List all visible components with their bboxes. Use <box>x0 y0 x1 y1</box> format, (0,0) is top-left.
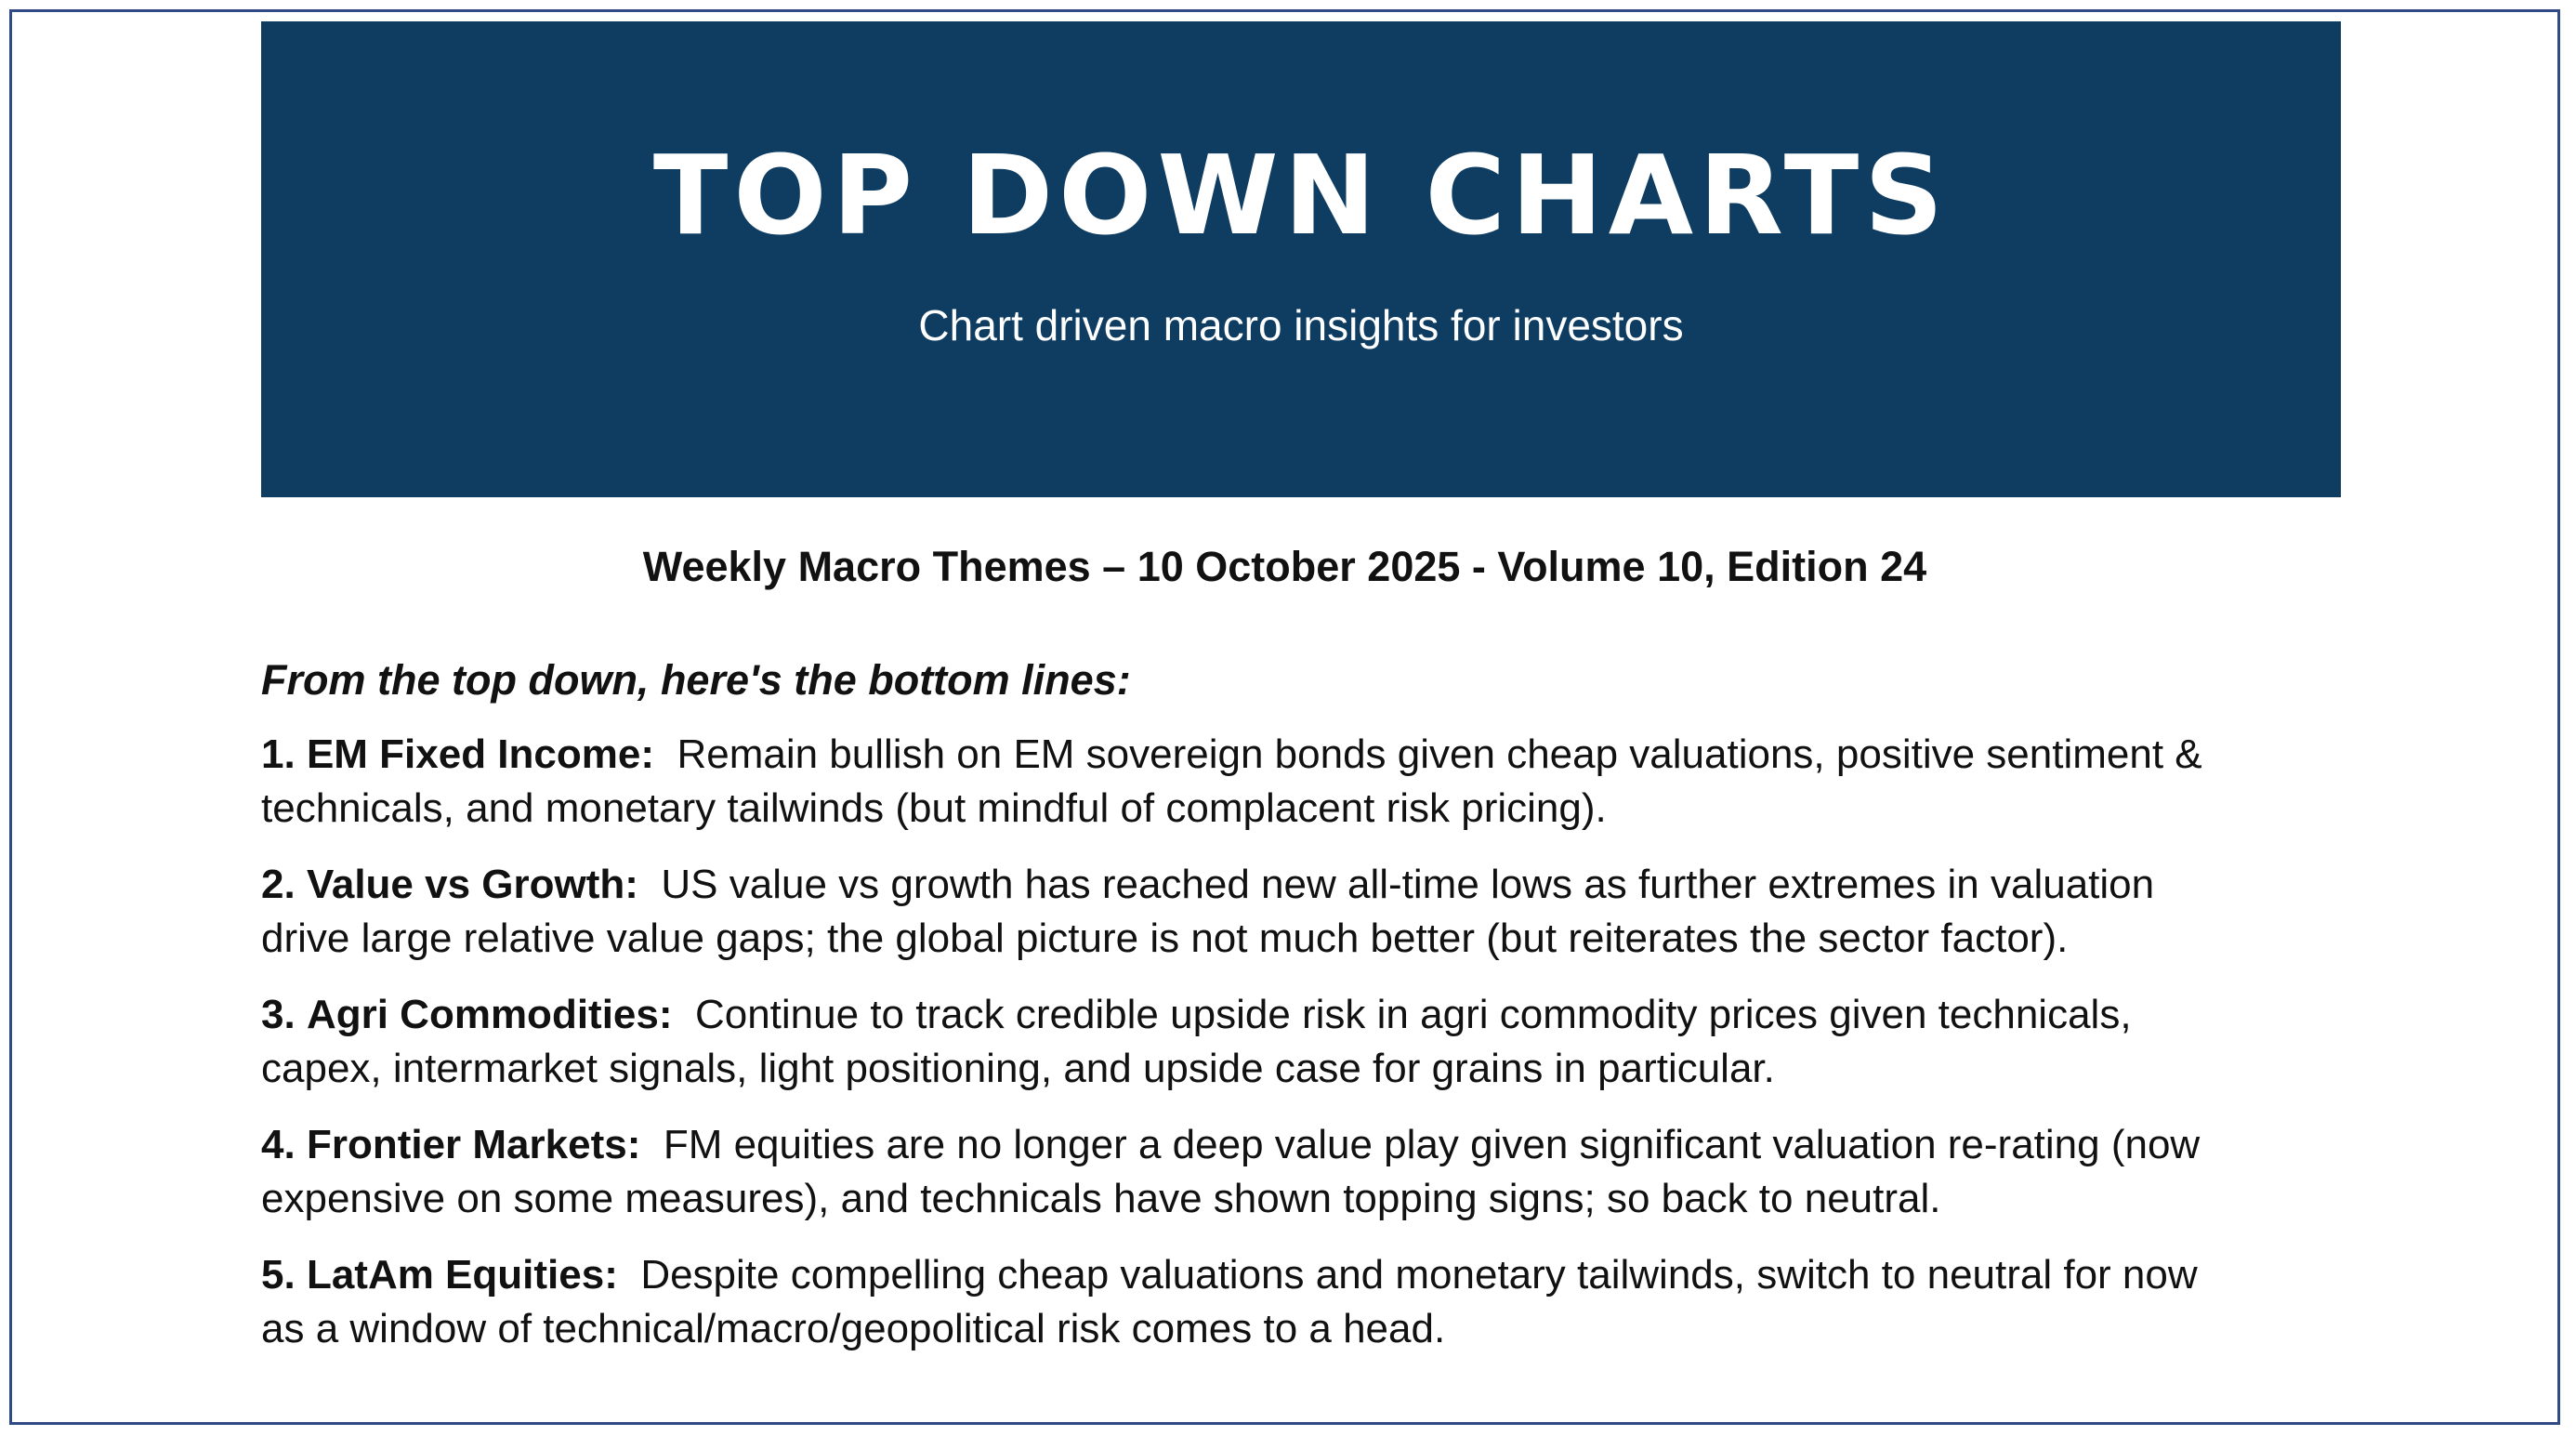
header-banner: TOP DOWN CHARTS Chart driven macro insig… <box>261 21 2341 497</box>
theme-number: 3. <box>261 992 296 1037</box>
theme-line-1: 4. Frontier Markets: FM equities are no … <box>261 1118 2399 1172</box>
theme-text: as a window of technical/macro/geopoliti… <box>261 1306 1446 1351</box>
theme-text: expensive on some measures), and technic… <box>261 1176 1941 1221</box>
theme-number: 2. <box>261 862 296 907</box>
theme-item: 1. EM Fixed Income: Remain bullish on EM… <box>261 728 2399 836</box>
themes-content: From the top down, here's the bottom lin… <box>261 653 2399 1378</box>
theme-item: 3. Agri Commodities: Continue to track c… <box>261 988 2399 1096</box>
edition-heading: Weekly Macro Themes – 10 October 2025 - … <box>642 543 1927 590</box>
theme-text: technicals, and monetary tailwinds (but … <box>261 785 1607 831</box>
theme-line-1: 5. LatAm Equities: Despite compelling ch… <box>261 1248 2399 1302</box>
intro-line: From the top down, here's the bottom lin… <box>261 656 1131 704</box>
theme-text: US value vs growth has reached new all-t… <box>661 862 2155 907</box>
theme-title: Agri Commodities: <box>306 992 673 1037</box>
page-frame: TOP DOWN CHARTS Chart driven macro insig… <box>9 9 2560 1425</box>
theme-text: drive large relative value gaps; the glo… <box>261 916 2069 961</box>
theme-number: 4. <box>261 1122 296 1167</box>
theme-text: FM equities are no longer a deep value p… <box>663 1122 2201 1167</box>
theme-line-1: 1. EM Fixed Income: Remain bullish on EM… <box>261 728 2399 782</box>
theme-line-1: 3. Agri Commodities: Continue to track c… <box>261 988 2399 1042</box>
banner-subtitle: Chart driven macro insights for investor… <box>918 301 1684 349</box>
theme-text: Remain bullish on EM sovereign bonds giv… <box>677 731 2202 777</box>
theme-title: Frontier Markets: <box>306 1122 641 1167</box>
banner-title: TOP DOWN CHARTS <box>652 131 1950 259</box>
theme-title: Value vs Growth: <box>306 862 638 907</box>
theme-title: LatAm Equities: <box>306 1252 618 1298</box>
theme-number: 1. <box>261 731 296 777</box>
theme-line-1: 2. Value vs Growth: US value vs growth h… <box>261 858 2399 912</box>
theme-item: 5. LatAm Equities: Despite compelling ch… <box>261 1248 2399 1356</box>
theme-text: capex, intermarket signals, light positi… <box>261 1046 1775 1091</box>
theme-number: 5. <box>261 1252 296 1298</box>
theme-text: Despite compelling cheap valuations and … <box>640 1252 2198 1298</box>
theme-item: 4. Frontier Markets: FM equities are no … <box>261 1118 2399 1226</box>
theme-text: Continue to track credible upside risk i… <box>694 992 2132 1037</box>
theme-item: 2. Value vs Growth: US value vs growth h… <box>261 858 2399 966</box>
theme-title: EM Fixed Income: <box>306 731 655 777</box>
